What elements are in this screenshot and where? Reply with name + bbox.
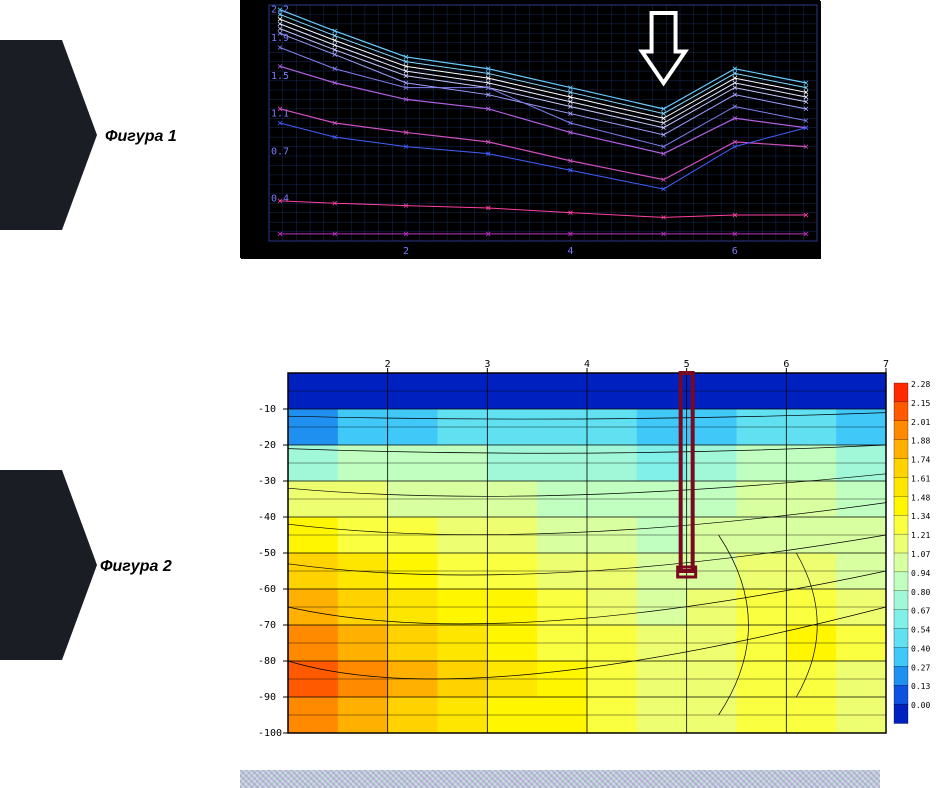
- svg-text:-10: -10: [258, 404, 276, 415]
- svg-text:-100: -100: [258, 728, 282, 739]
- pentagon-marker-2: [0, 470, 62, 660]
- svg-text:1.07: 1.07: [911, 550, 930, 559]
- svg-text:0.4: 0.4: [271, 194, 289, 205]
- svg-text:-50: -50: [258, 548, 276, 559]
- svg-text:1.48: 1.48: [911, 493, 930, 502]
- svg-text:6: 6: [783, 359, 789, 370]
- svg-text:1.5: 1.5: [271, 71, 289, 82]
- pentagon-marker-1: [0, 40, 62, 230]
- svg-text:0.54: 0.54: [911, 626, 930, 635]
- figure2-label: Фигура 2: [100, 558, 172, 576]
- svg-text:4: 4: [584, 359, 590, 370]
- svg-text:4: 4: [567, 246, 573, 257]
- figure2-contour-chart: 2 3 4 5 6 7 -10 -20 -30 -40 -50 -60 -70 -80 -90 -100 2.2…: [240, 355, 940, 745]
- svg-text:-60: -60: [258, 584, 276, 595]
- svg-text:1.9: 1.9: [271, 33, 289, 44]
- svg-text:0.67: 0.67: [911, 607, 930, 616]
- svg-text:6: 6: [732, 246, 738, 257]
- svg-text:2: 2: [385, 359, 391, 370]
- svg-text:0.80: 0.80: [911, 588, 930, 597]
- figure1-line-chart: 2.21.91.51.10.70.4246: [240, 0, 820, 258]
- svg-text:1.21: 1.21: [911, 531, 930, 540]
- svg-text:-70: -70: [258, 620, 276, 631]
- svg-text:0.40: 0.40: [911, 644, 930, 653]
- svg-text:2.28: 2.28: [911, 380, 930, 389]
- svg-text:2.01: 2.01: [911, 418, 930, 427]
- svg-text:3: 3: [484, 359, 490, 370]
- svg-text:-40: -40: [258, 512, 276, 523]
- svg-text:1.74: 1.74: [911, 456, 930, 465]
- svg-text:7: 7: [883, 359, 889, 370]
- svg-text:5: 5: [684, 359, 690, 370]
- figure1-label: Фигура 1: [105, 128, 177, 146]
- svg-text:1.88: 1.88: [911, 437, 930, 446]
- svg-text:2.15: 2.15: [911, 399, 930, 408]
- svg-text:0.00: 0.00: [911, 701, 930, 710]
- svg-text:0.13: 0.13: [911, 682, 930, 691]
- svg-text:0.27: 0.27: [911, 663, 930, 672]
- svg-text:0.7: 0.7: [271, 146, 289, 157]
- svg-text:-30: -30: [258, 476, 276, 487]
- svg-text:1.34: 1.34: [911, 512, 930, 521]
- svg-text:2: 2: [403, 246, 409, 257]
- svg-text:-80: -80: [258, 656, 276, 667]
- svg-text:1.61: 1.61: [911, 474, 930, 483]
- noise-strip: [240, 770, 880, 788]
- svg-text:-20: -20: [258, 440, 276, 451]
- svg-text:-90: -90: [258, 692, 276, 703]
- svg-text:0.94: 0.94: [911, 569, 930, 578]
